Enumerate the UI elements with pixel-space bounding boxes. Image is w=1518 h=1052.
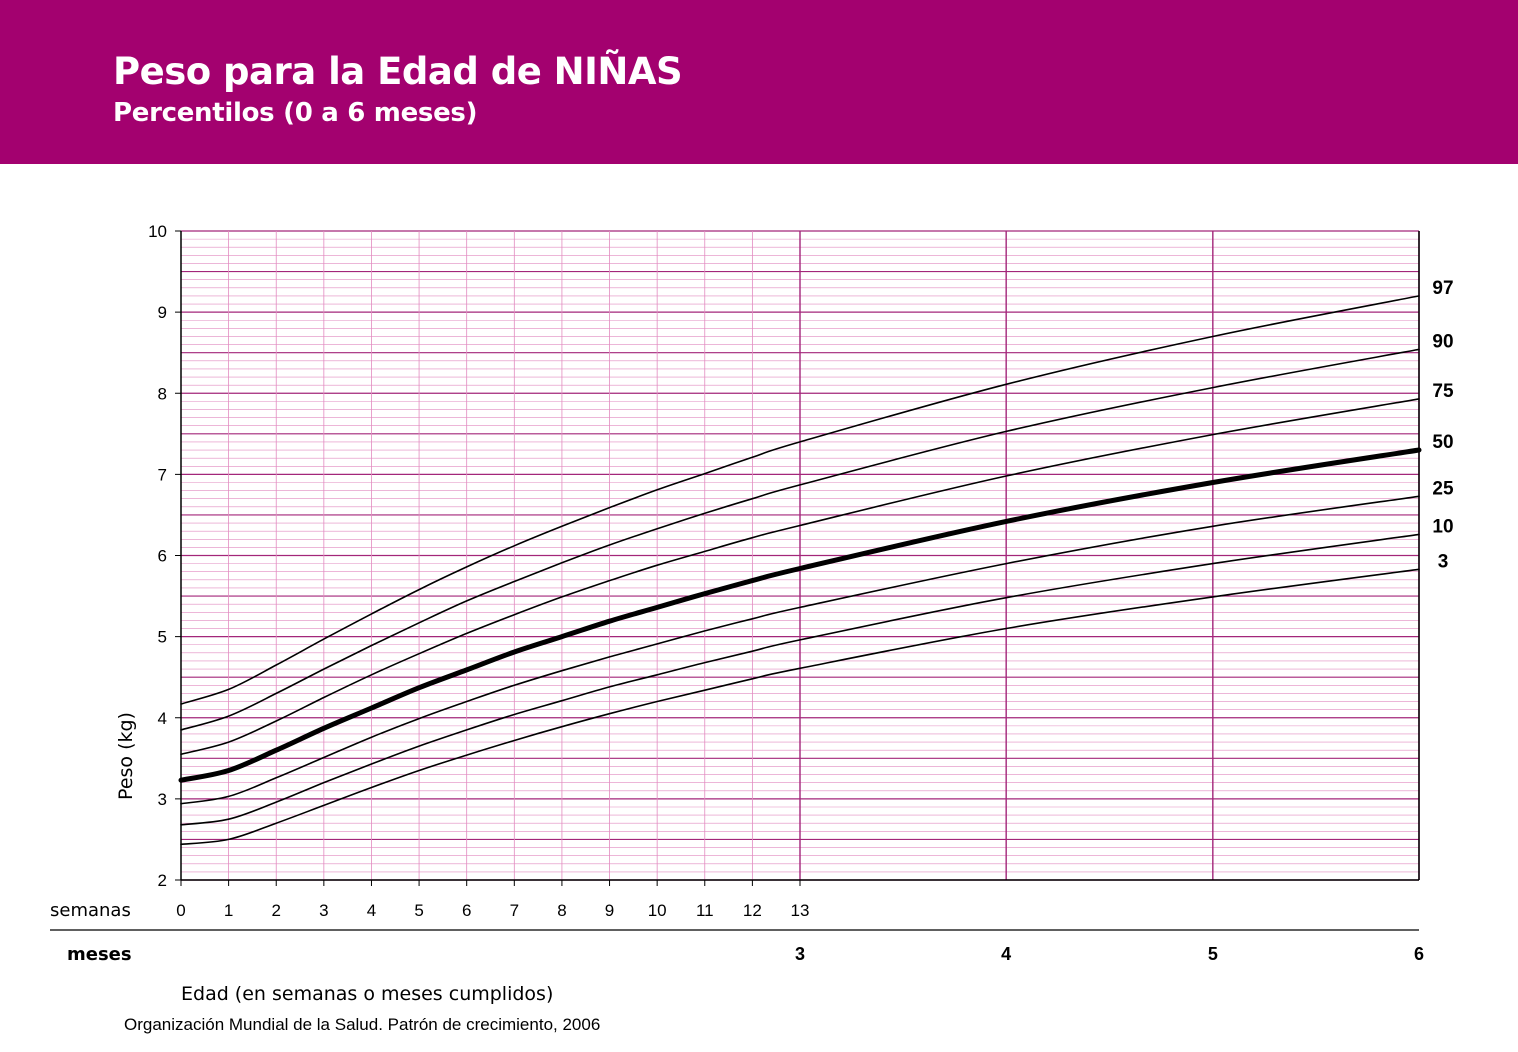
source-note: Organización Mundial de la Salud. Patrón… <box>124 1015 601 1034</box>
title-banner: Peso para la Edad de NIÑAS Percentilos (… <box>0 0 1518 164</box>
percentile-curve-90 <box>180 348 1420 731</box>
week-tick-label: 13 <box>791 901 810 920</box>
week-tick-label: 1 <box>224 901 233 920</box>
percentile-curve-75 <box>180 398 1420 756</box>
week-tick-label: 5 <box>414 901 423 920</box>
y-tick-label: 9 <box>158 303 167 322</box>
y-tick-label: 7 <box>158 465 167 484</box>
percentile-curve-25 <box>180 495 1420 805</box>
week-tick-label: 11 <box>696 901 714 920</box>
y-tick-label: 2 <box>158 871 167 890</box>
y-tick-label: 5 <box>158 628 167 647</box>
y-tick-label: 8 <box>158 384 167 403</box>
y-tick-label: 4 <box>158 709 167 728</box>
percentile-label-50: 50 <box>1432 432 1453 453</box>
month-axis-label: meses <box>67 944 132 965</box>
month-tick-label: 6 <box>1414 944 1424 964</box>
percentile-label-75: 75 <box>1432 381 1454 402</box>
x-axis-title: Edad (en semanas o meses cumplidos) <box>181 983 553 1005</box>
percentile-label-25: 25 <box>1432 478 1454 499</box>
y-tick-label: 6 <box>158 547 167 566</box>
y-axis-title: Peso (kg) <box>115 712 137 800</box>
page-subtitle: Percentilos (0 a 6 meses) <box>113 98 478 128</box>
percentile-label-10: 10 <box>1432 516 1453 537</box>
page-title: Peso para la Edad de NIÑAS <box>113 50 683 93</box>
month-tick-label: 3 <box>795 944 805 964</box>
week-tick-label: 0 <box>176 901 185 920</box>
percentile-curve-3 <box>180 568 1420 846</box>
week-axis-label: semanas <box>50 900 131 921</box>
y-tick-label: 10 <box>148 222 167 241</box>
percentile-label-97: 97 <box>1432 278 1453 299</box>
chart-grid <box>180 230 1420 881</box>
week-tick-label: 2 <box>271 901 280 920</box>
week-tick-label: 7 <box>510 901 519 920</box>
percentile-label-3: 3 <box>1438 551 1449 572</box>
week-tick-label: 6 <box>462 901 471 920</box>
week-tick-label: 9 <box>605 901 614 920</box>
percentile-label-90: 90 <box>1432 331 1453 352</box>
percentile-curve-10 <box>180 533 1420 826</box>
week-tick-label: 3 <box>319 901 328 920</box>
percentile-curve-97 <box>180 295 1420 705</box>
chart-axes <box>50 230 1420 931</box>
week-tick-label: 10 <box>648 901 667 920</box>
month-tick-label: 5 <box>1208 944 1218 964</box>
week-tick-label: 8 <box>557 901 566 920</box>
month-tick-label: 4 <box>1001 944 1011 964</box>
percentile-curves <box>178 295 1422 846</box>
percentile-curve-50 <box>178 447 1422 783</box>
y-tick-label: 3 <box>158 790 167 809</box>
week-tick-label: 4 <box>367 901 376 920</box>
week-tick-label: 12 <box>743 901 762 920</box>
